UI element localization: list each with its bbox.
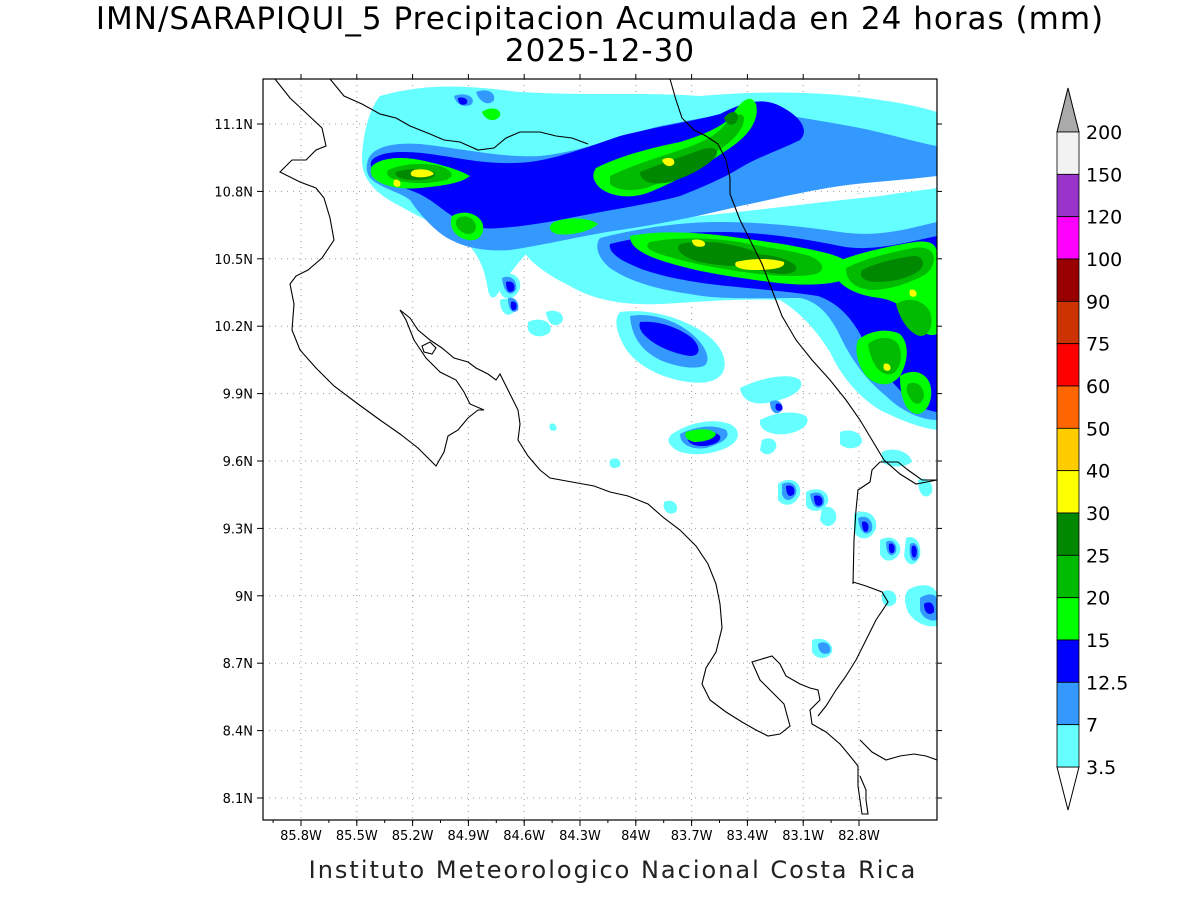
legend-swatch bbox=[1056, 554, 1080, 599]
plot-frame bbox=[262, 78, 938, 821]
coastlines bbox=[274, 79, 937, 815]
legend-swatch bbox=[1056, 512, 1080, 556]
map-date: 2025-12-30 bbox=[504, 33, 696, 69]
legend-label: 50 bbox=[1086, 418, 1110, 440]
y-tick-label: 9.3N bbox=[223, 522, 253, 537]
x-axis: 85.8W 85.5W 85.2W 84.9W 84.6W 84.3W 84W 83.7W 83… bbox=[272, 74, 880, 844]
legend-label: 120 bbox=[1086, 207, 1122, 229]
legend-label: 60 bbox=[1086, 376, 1110, 398]
legend-over-arrow bbox=[1056, 87, 1080, 133]
x-tick-label: 84W bbox=[621, 829, 651, 844]
legend-label: 12.5 bbox=[1086, 672, 1128, 694]
legend-swatch bbox=[1056, 173, 1080, 218]
legend-label: 200 bbox=[1086, 122, 1122, 144]
y-tick-label: 10.8N bbox=[214, 185, 253, 200]
legend-swatch bbox=[1056, 300, 1080, 345]
x-tick-label: 84.9W bbox=[447, 829, 489, 844]
y-tick-label: 8.7N bbox=[223, 657, 253, 672]
x-tick-label: 85.2W bbox=[392, 829, 434, 844]
x-tick-label: 83.7W bbox=[671, 829, 713, 844]
legend-label: 15 bbox=[1086, 630, 1110, 652]
legend-label: 40 bbox=[1086, 461, 1110, 483]
legend-swatch bbox=[1056, 470, 1080, 514]
x-tick-label: 83.1W bbox=[782, 829, 824, 844]
legend-swatch bbox=[1056, 639, 1080, 683]
legend-label: 7 bbox=[1086, 715, 1098, 737]
y-tick-label: 8.1N bbox=[223, 792, 253, 807]
legend-swatch bbox=[1056, 131, 1080, 175]
y-tick-label: 8.4N bbox=[223, 725, 253, 740]
legend-swatch bbox=[1056, 343, 1080, 387]
legend-swatch bbox=[1056, 681, 1080, 726]
y-tick-label: 11.1N bbox=[214, 118, 253, 133]
map-title: IMN/SARAPIQUI_5 Precipitacion Acumulada … bbox=[95, 1, 1105, 37]
y-tick-label: 9.9N bbox=[223, 388, 253, 403]
precip-field bbox=[362, 86, 937, 658]
legend-label: 100 bbox=[1086, 249, 1122, 271]
legend-label: 75 bbox=[1086, 334, 1110, 356]
legend-label: 3.5 bbox=[1086, 757, 1116, 779]
credit-text: Instituto Meteorologico Nacional Costa R… bbox=[308, 856, 918, 884]
legend-swatch bbox=[1056, 597, 1080, 641]
legend-colorbar: 200 150 120 100 90 75 60 50 40 30 25 20 15 12.5 7 3.5 bbox=[1056, 87, 1128, 811]
x-tick-label: 84.3W bbox=[559, 829, 601, 844]
legend-swatch bbox=[1056, 216, 1080, 260]
legend-swatch bbox=[1056, 427, 1080, 472]
x-tick-label: 82.8W bbox=[838, 829, 880, 844]
legend-label: 25 bbox=[1086, 545, 1110, 567]
x-tick-label: 85.5W bbox=[336, 829, 378, 844]
y-tick-label: 10.2N bbox=[214, 320, 253, 335]
y-tick-label: 10.5N bbox=[214, 253, 253, 268]
x-tick-label: 83.4W bbox=[726, 829, 768, 844]
precip-level-30 bbox=[393, 157, 917, 371]
legend-label: 90 bbox=[1086, 291, 1110, 313]
legend-label: 20 bbox=[1086, 588, 1110, 610]
legend-label: 30 bbox=[1086, 503, 1110, 525]
legend-label: 150 bbox=[1086, 164, 1122, 186]
y-tick-label: 9N bbox=[235, 590, 253, 605]
y-axis: 11.1N 10.8N 10.5N 10.2N 9.9N 9.6N 9.3N 9N 8.7N 8.… bbox=[214, 118, 942, 807]
legend-swatch bbox=[1056, 258, 1080, 302]
legend-swatch bbox=[1056, 385, 1080, 429]
y-tick-label: 9.6N bbox=[223, 455, 253, 470]
legend-under-arrow bbox=[1056, 766, 1080, 811]
x-tick-label: 84.6W bbox=[503, 829, 545, 844]
legend-swatch bbox=[1056, 724, 1080, 768]
x-tick-label: 85.8W bbox=[280, 829, 322, 844]
